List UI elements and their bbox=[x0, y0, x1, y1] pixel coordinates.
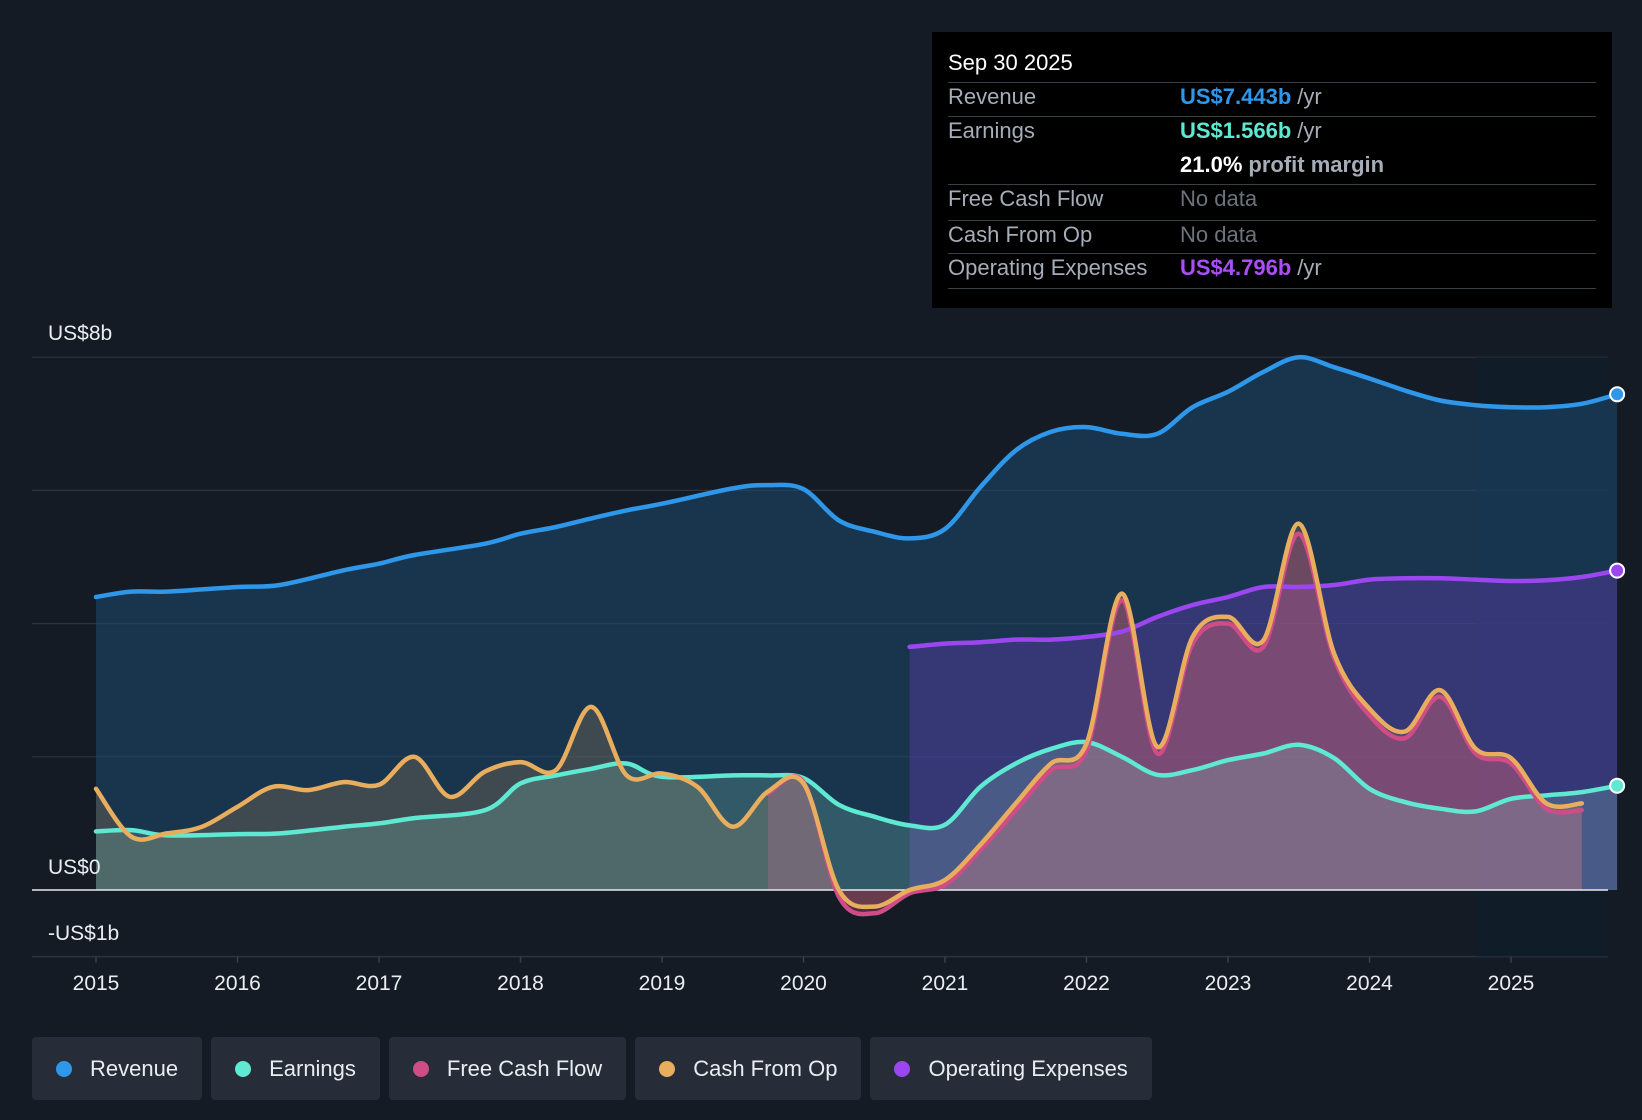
x-tick-label: 2016 bbox=[214, 972, 261, 995]
revenue-line bbox=[93, 354, 1620, 600]
tooltip-row-revenue: Revenue US$7.443b/yr bbox=[948, 84, 1596, 118]
cash-from-op-dot-icon bbox=[659, 1060, 676, 1077]
tooltip-divider bbox=[948, 116, 1596, 117]
tooltip-divider bbox=[948, 220, 1596, 221]
tooltip-cfo-label: Cash From Op bbox=[948, 222, 1093, 247]
legend-label: Revenue bbox=[90, 1055, 179, 1081]
tooltip-cfo-value: No data bbox=[1180, 222, 1258, 247]
tooltip-row-earnings: Earnings US$1.566b/yr bbox=[948, 118, 1596, 152]
tooltip-opex-value: US$4.796b bbox=[1180, 255, 1292, 280]
tooltip-divider bbox=[948, 253, 1596, 254]
legend-item-operating-expenses[interactable]: Operating Expenses bbox=[870, 1037, 1152, 1100]
y-axis-labels: US$8b US$0 -US$1b bbox=[48, 322, 119, 945]
x-tick-label: 2022 bbox=[1063, 972, 1110, 995]
tooltip-revenue-unit: /yr bbox=[1297, 84, 1322, 109]
x-tick-label: 2018 bbox=[497, 972, 544, 995]
x-tick-label: 2023 bbox=[1205, 972, 1252, 995]
legend-label: Cash From Op bbox=[693, 1055, 838, 1081]
tooltip-margin-value: 21.0% bbox=[1180, 152, 1243, 177]
operating-expenses-end-marker bbox=[1609, 562, 1626, 579]
tooltip-date: Sep 30 2025 bbox=[948, 50, 1073, 75]
tooltip-divider bbox=[948, 184, 1596, 185]
x-tick-label: 2024 bbox=[1346, 972, 1393, 995]
earnings-line bbox=[93, 739, 1620, 838]
x-tick-label: 2019 bbox=[639, 972, 686, 995]
tooltip-divider bbox=[948, 288, 1596, 289]
tooltip-earnings-unit: /yr bbox=[1297, 118, 1322, 143]
free-cash-flow-dot-icon bbox=[412, 1060, 429, 1077]
legend: Revenue Earnings Free Cash Flow Cash Fro… bbox=[32, 1037, 1152, 1100]
legend-item-revenue[interactable]: Revenue bbox=[32, 1037, 203, 1100]
x-tick-label: 2015 bbox=[73, 972, 120, 995]
revenue-end-marker bbox=[1609, 386, 1626, 403]
x-tick-label: 2025 bbox=[1488, 972, 1535, 995]
legend-label: Free Cash Flow bbox=[446, 1055, 603, 1081]
operating-expenses-dot-icon bbox=[894, 1060, 911, 1077]
legend-item-free-cash-flow[interactable]: Free Cash Flow bbox=[388, 1037, 627, 1100]
legend-item-earnings[interactable]: Earnings bbox=[211, 1037, 380, 1100]
tooltip-opex-unit: /yr bbox=[1297, 255, 1322, 280]
tooltip-fcf-label: Free Cash Flow bbox=[948, 186, 1104, 211]
x-axis-labels: 2015 2016 2017 2018 2019 2020 2021 2022 2023 2024… bbox=[73, 956, 1535, 995]
series-end-markers bbox=[1609, 386, 1626, 794]
hover-tooltip: Sep 30 2025 Revenue US$7.443b/yr Earning… bbox=[932, 32, 1612, 308]
tooltip-opex-label: Operating Expenses bbox=[948, 255, 1148, 280]
y-tick-label: -US$1b bbox=[48, 922, 119, 945]
x-tick-label: 2021 bbox=[922, 972, 969, 995]
free-cash-flow-area bbox=[768, 533, 1582, 915]
cash-from-op-line bbox=[93, 521, 1585, 910]
tooltip-revenue-label: Revenue bbox=[948, 84, 1037, 109]
legend-label: Operating Expenses bbox=[928, 1055, 1128, 1081]
legend-label: Earnings bbox=[269, 1055, 356, 1081]
tooltip-earnings-value: US$1.566b bbox=[1180, 118, 1292, 143]
tooltip-row-opex: Operating Expenses US$4.796b/yr bbox=[948, 255, 1596, 289]
legend-item-cash-from-op[interactable]: Cash From Op bbox=[635, 1037, 862, 1100]
y-tick-label: US$8b bbox=[48, 322, 112, 345]
operating-expenses-line bbox=[907, 568, 1620, 650]
tooltip-fcf-value: No data bbox=[1180, 186, 1258, 211]
earnings-end-marker bbox=[1609, 777, 1626, 794]
y-tick-label: US$0 bbox=[48, 856, 101, 879]
revenue-dot-icon bbox=[56, 1060, 72, 1077]
x-tick-label: 2017 bbox=[356, 972, 403, 995]
tooltip-row-cfo: Cash From Op No data bbox=[948, 222, 1596, 256]
tooltip-margin-label: profit margin bbox=[1248, 152, 1385, 177]
series-lines bbox=[32, 354, 1620, 917]
tooltip-revenue-value: US$7.443b bbox=[1180, 84, 1292, 109]
earnings-area bbox=[96, 741, 1618, 890]
earnings-dot-icon bbox=[235, 1060, 252, 1077]
tooltip-earnings-label: Earnings bbox=[948, 118, 1035, 143]
x-tick-label: 2020 bbox=[780, 972, 827, 995]
tooltip-divider bbox=[948, 82, 1596, 83]
tooltip-row-margin: 21.0% profit margin bbox=[948, 152, 1596, 186]
tooltip-row-fcf: Free Cash Flow No data bbox=[948, 186, 1596, 220]
